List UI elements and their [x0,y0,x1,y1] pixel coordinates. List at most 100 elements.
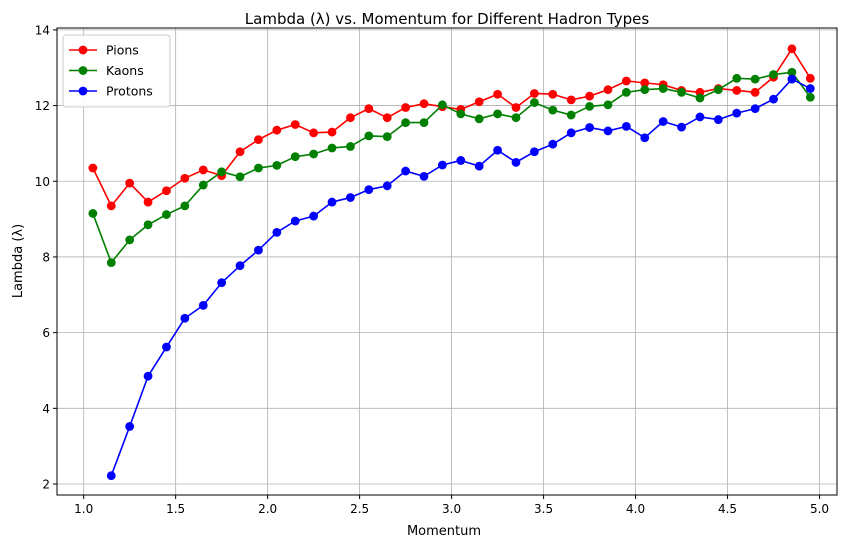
data-point [401,103,411,112]
data-point [805,84,815,93]
data-point [493,109,502,119]
data-point [198,165,208,175]
data-point [162,342,171,352]
data-point [548,139,558,149]
series-protons [106,74,815,481]
legend-label: Pions [106,43,139,58]
data-point [382,113,392,123]
data-point [640,78,650,88]
data-point [88,163,98,173]
y-axis-title: Lambda (λ) [11,224,26,298]
data-point [695,112,705,122]
data-point [603,100,613,110]
data-point [235,261,245,271]
data-point [419,99,429,109]
data-point [327,143,337,153]
data-point [713,85,723,95]
data-point [290,120,300,129]
data-point [732,86,742,95]
data-point [364,104,374,114]
data-point [585,91,594,101]
data-point [474,114,484,124]
data-point [787,67,797,77]
data-point [309,128,319,138]
data-point [364,185,374,194]
data-point [290,152,300,162]
data-point [658,84,668,93]
grid [57,28,837,495]
data-point [364,131,374,141]
data-point [106,258,116,268]
data-point [180,201,190,211]
data-point [125,178,135,188]
data-point [235,147,245,157]
data-point [254,245,263,255]
data-point [732,73,742,83]
data-point [585,123,594,132]
x-tick-label: 2.0 [258,502,277,516]
data-point [162,186,171,196]
data-point [254,135,263,145]
data-point [640,133,650,143]
series-line [110,78,811,476]
x-tick-label: 2.5 [350,502,369,516]
data-point [125,235,135,245]
data-point [346,142,355,151]
data-point [143,220,153,230]
data-point [621,121,631,131]
data-point [272,160,282,170]
data-point [677,122,686,132]
data-point [382,181,392,191]
legend-marker [78,45,88,55]
y-tick-label: 14 [35,23,50,37]
data-point [401,166,411,176]
data-point [529,89,539,98]
data-point [438,100,447,110]
data-point [548,105,558,115]
data-point [658,117,668,126]
data-point [235,172,245,182]
data-point [198,300,208,310]
x-tick-label: 1.5 [166,502,185,516]
data-point [217,167,227,177]
x-axis-title: Momentum [407,524,481,539]
data-point [805,92,815,102]
data-point [640,85,650,95]
data-point [529,98,539,107]
data-point [198,180,208,190]
data-point [456,156,466,165]
data-point [787,44,797,54]
data-point [346,193,355,202]
legend: Pions Kaons Protons [62,34,171,108]
data-point [272,125,282,135]
data-point [419,171,429,181]
legend-label: Kaons [106,63,144,78]
y-tick-label: 4 [42,402,50,416]
data-point [787,74,797,84]
data-point [474,161,484,171]
data-point [511,103,521,112]
data-point [309,149,319,159]
data-point [493,89,502,99]
legend-marker [78,66,88,75]
data-point [290,216,300,226]
data-point [327,197,337,207]
y-tick-label: 6 [42,326,50,340]
data-point [309,211,319,221]
data-point [493,145,502,155]
plot-frame [56,27,838,496]
y-axis: 2 4 6 8 10 12 14 [35,23,57,492]
series-line [92,48,812,207]
y-tick-label: 12 [35,99,50,113]
data-point [162,210,171,219]
y-tick-label: 8 [42,250,50,264]
data-point [750,87,760,97]
data-point [401,118,411,128]
legend-marker [78,86,88,96]
y-tick-label: 2 [42,478,50,492]
legend-box [62,34,171,108]
data-point [474,97,484,107]
data-point [769,94,778,104]
data-point [566,110,576,120]
